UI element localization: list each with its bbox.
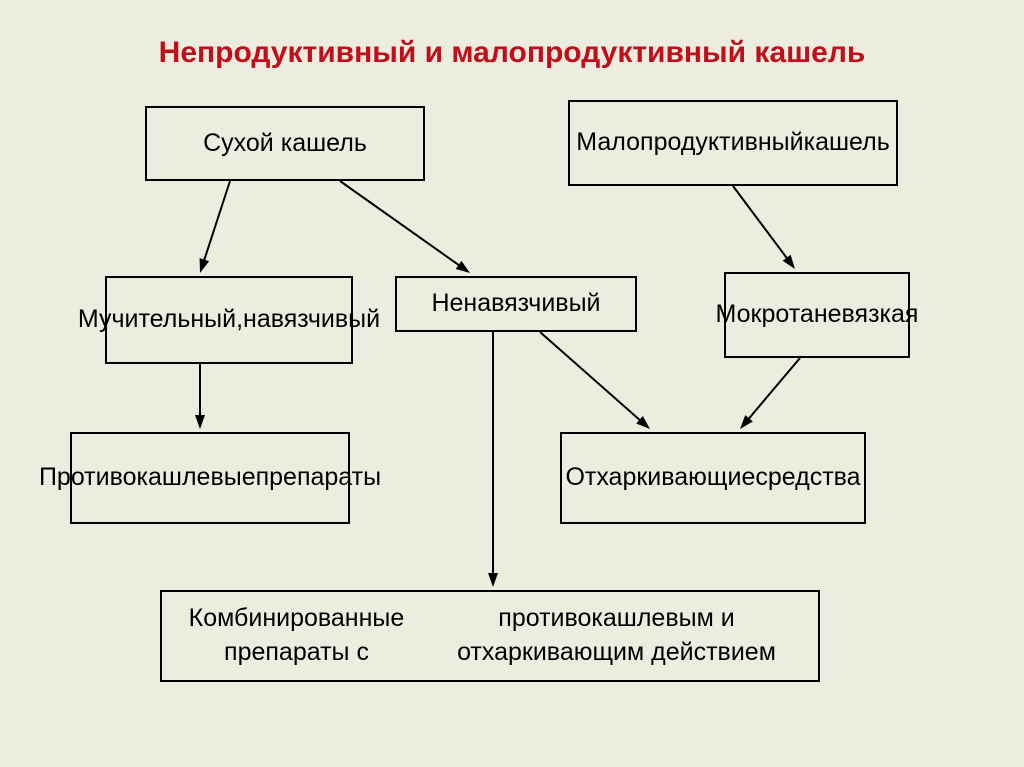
node-label-line: Противокашлевые	[39, 461, 256, 495]
node-dry: Сухой кашель	[145, 106, 425, 181]
node-label-line: Мокрота	[716, 298, 814, 332]
node-label-line: навязчивый	[243, 303, 380, 337]
node-label-line: Мучительный,	[78, 303, 243, 337]
node-lowprod: Малопродуктивныйкашель	[568, 100, 898, 186]
node-label-line: кашель	[804, 126, 890, 160]
node-label-line: препараты	[256, 461, 381, 495]
node-expector: Отхаркивающиесредства	[560, 432, 866, 524]
node-label-line: Малопродуктивный	[576, 126, 803, 160]
node-label-line: противокашлевым и отхаркивающим действие…	[423, 602, 810, 670]
node-nonintr: Ненавязчивый	[395, 276, 637, 332]
node-label-line: Комбинированные препараты с	[170, 602, 423, 670]
node-label-line: Ненавязчивый	[431, 287, 600, 321]
edge-arrow	[540, 332, 650, 429]
node-label-line: Отхаркивающие	[565, 461, 755, 495]
edge-arrow	[733, 186, 795, 269]
node-sputum: Мокротаневязкая	[724, 272, 910, 358]
node-combo: Комбинированные препараты спротивокашлев…	[160, 590, 820, 682]
edge-arrow	[488, 332, 498, 587]
node-label-line: Сухой кашель	[203, 127, 367, 161]
node-antituss: Противокашлевыепрепараты	[70, 432, 350, 524]
node-label-line: средства	[755, 461, 860, 495]
edge-arrow	[340, 181, 470, 273]
node-label-line: невязкая	[814, 298, 919, 332]
node-tormenting: Мучительный,навязчивый	[105, 276, 353, 364]
edge-arrow	[740, 358, 800, 429]
edge-arrow	[195, 364, 205, 429]
edge-arrow	[200, 181, 230, 273]
diagram-title: Непродуктивный и малопродуктивный кашель	[0, 36, 1024, 70]
